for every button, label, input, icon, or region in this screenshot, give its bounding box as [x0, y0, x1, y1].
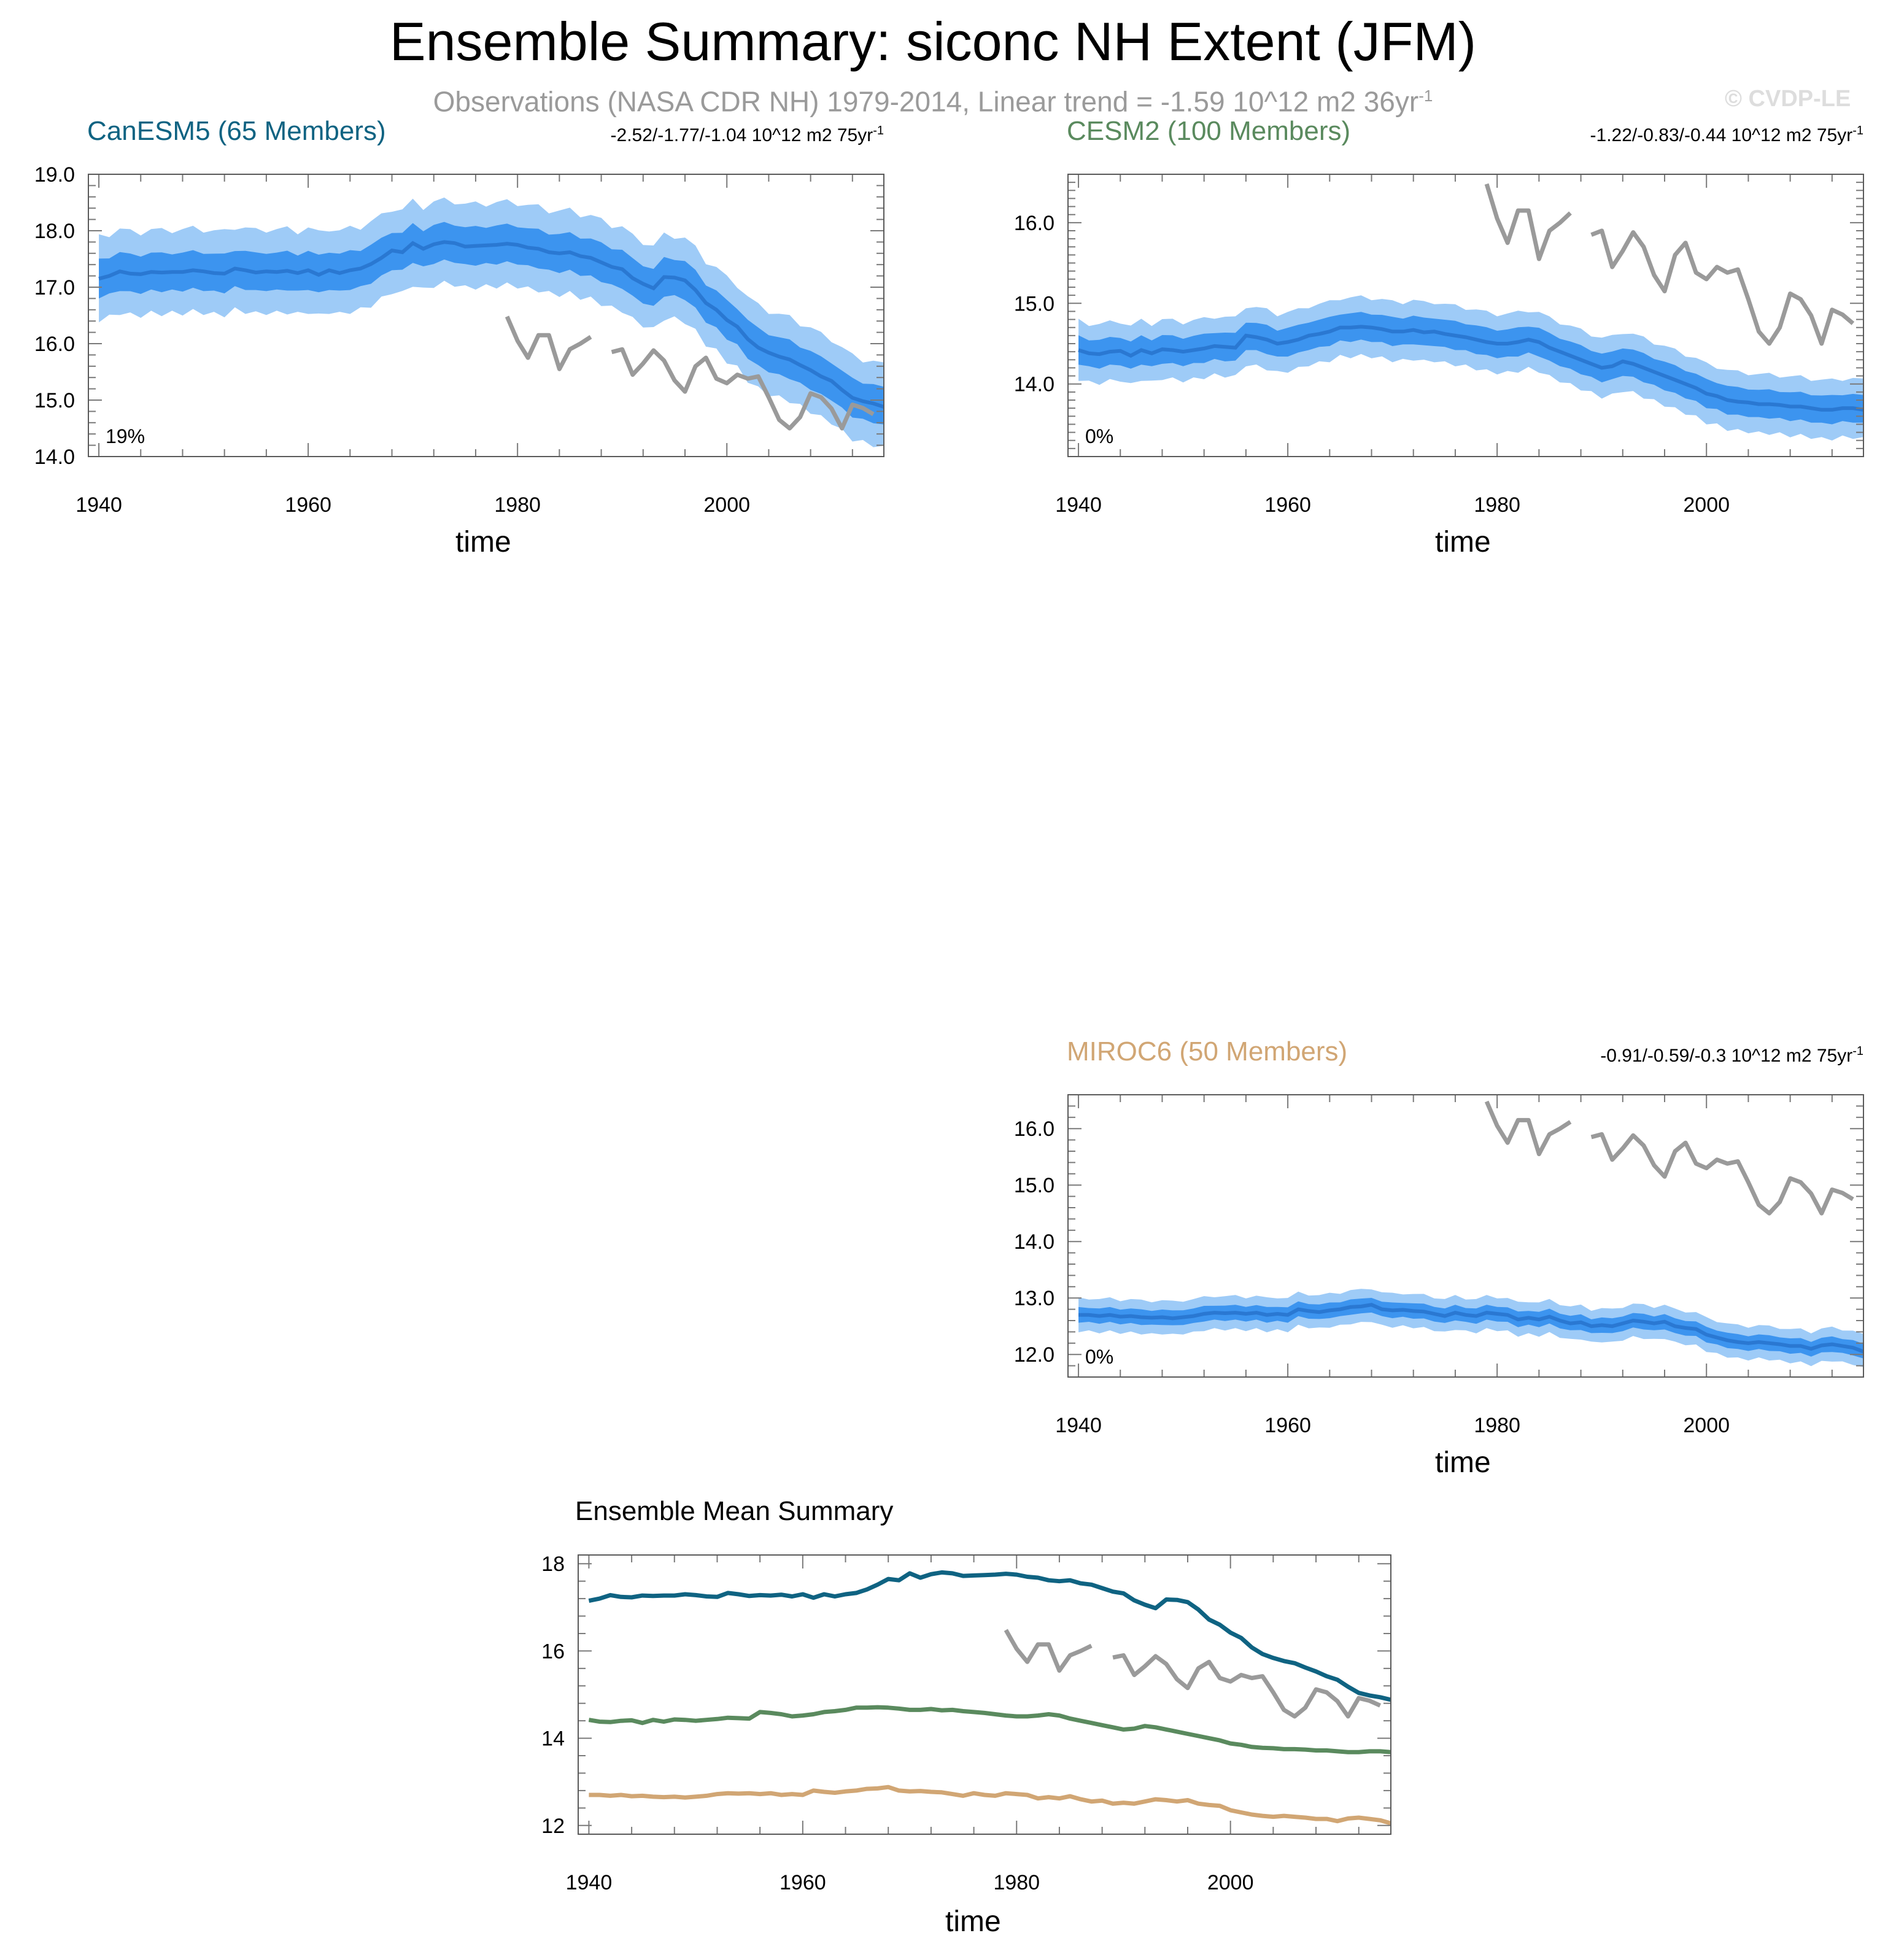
x-tick-label: 1960: [285, 493, 331, 517]
ensemble-spread-inner: [1078, 312, 1863, 425]
x-axis-title-canesm5: time: [455, 526, 511, 558]
trend-superscript: -1: [1852, 1044, 1863, 1058]
plot-canesm5: 1940 1960 1980 2000 14.0 15.0 16.0 17.0 18.0 19.0…: [34, 163, 884, 517]
panel-title-canesm5: CanESM5 (65 Members): [87, 116, 386, 146]
y-tick-label: 14.0: [1014, 373, 1054, 396]
x-tick-label: 1960: [1264, 1414, 1311, 1437]
subtitle-text: Observations (NASA CDR NH) 1979-2014, Li…: [433, 85, 1419, 118]
observations-line-segment-2: [611, 347, 875, 431]
observations-line-segment-1: [1004, 1629, 1093, 1673]
observations-line-segment-2: [1590, 1132, 1854, 1216]
trend-superscript: -1: [873, 124, 884, 137]
mean-line-miroc6: [589, 1784, 1391, 1826]
x-tick-label: 1940: [566, 1871, 613, 1894]
x-tick-label: 1940: [1055, 1414, 1102, 1437]
y-tick-label: 15.0: [34, 389, 75, 412]
y-tick-label: 14.0: [34, 446, 75, 469]
x-tick-label: 2000: [1683, 493, 1730, 517]
trend-text: -2.52/-1.77/-1.04 10^12 m2 75yr: [610, 125, 873, 145]
x-tick-label: 2000: [1683, 1414, 1730, 1437]
panel-title-cesm2: CESM2 (100 Members): [1067, 116, 1351, 146]
plot-miroc6: 1940 1960 1980 2000 12.0 13.0 14.0 15.0 16.0 0%: [1014, 1094, 1864, 1437]
copyright-label: © CVDP-LE: [1725, 86, 1851, 112]
y-tick-label: 12: [541, 1815, 565, 1838]
x-tick-label: 1940: [1055, 493, 1102, 517]
plot-frame: [88, 174, 884, 457]
y-tick-label: 19.0: [34, 163, 75, 187]
plot-frame: [1067, 174, 1864, 457]
plot-area: [98, 197, 884, 447]
mean-line-canesm5: [588, 1570, 1391, 1702]
observations-line-segment-2: [1112, 1653, 1382, 1719]
ensemble-mean-line: [98, 240, 884, 409]
plot-area: [588, 1570, 1391, 1826]
y-tick-label: 14: [541, 1727, 565, 1751]
x-tick-label: 1980: [494, 493, 541, 517]
plot-summary: 1940 1960 1980 2000 12 14 16 18: [541, 1553, 1391, 1894]
x-axis-title-cesm2: time: [1435, 526, 1491, 558]
x-tick-label: 1980: [993, 1871, 1040, 1894]
panel-trend-miroc6: -0.91/-0.59/-0.3 10^12 m2 75yr-1: [1516, 1039, 1863, 1068]
percent-label: 0%: [1085, 425, 1113, 447]
observations-line-segment-2: [1590, 228, 1855, 346]
x-tick-label: 1980: [1474, 493, 1520, 517]
summary-title: Ensemble Mean Summary: [575, 1496, 894, 1526]
ensemble-mean-line: [1078, 325, 1863, 412]
observations-line-segment-1: [1484, 183, 1572, 261]
panel-trend-cesm2: -1.22/-0.83/-0.44 10^12 m2 75yr-1: [1516, 118, 1863, 148]
observations-line-segment-1: [505, 315, 592, 371]
x-axis-title-miroc6: time: [1435, 1446, 1491, 1479]
ensemble-spread-outer: [1078, 295, 1863, 441]
x-tick-label: 1980: [1474, 1414, 1520, 1437]
plot-frame: [578, 1554, 1391, 1835]
x-tick-label: 1960: [780, 1871, 826, 1894]
plot-frame: [1067, 1094, 1864, 1378]
x-tick-label: 1940: [75, 493, 122, 517]
ensemble-spread-outer: [1078, 1289, 1863, 1367]
y-tick-label: 12.0: [1014, 1343, 1054, 1367]
y-tick-label: 15.0: [1014, 1174, 1054, 1197]
ensemble-mean-line: [1078, 1303, 1863, 1354]
y-tick-label: 17.0: [34, 276, 75, 299]
y-tick-label: 16.0: [1014, 1117, 1054, 1141]
y-tick-label: 16: [541, 1640, 565, 1663]
percent-label: 19%: [106, 425, 145, 447]
x-axis-title-summary: time: [945, 1905, 1001, 1938]
y-tick-label: 15.0: [1014, 292, 1054, 315]
observations-line-segment-1: [1484, 1100, 1572, 1157]
panel-trend-canesm5: -2.52/-1.77/-1.04 10^12 m2 75yr-1: [540, 118, 884, 148]
subtitle-superscript: -1: [1418, 87, 1433, 105]
y-tick-label: 18.0: [34, 220, 75, 243]
plot-area: [1078, 183, 1863, 441]
mean-line-cesm2: [588, 1705, 1391, 1754]
plot-cesm2: 1940 1960 1980 2000 14.0 15.0 16.0 0%: [1014, 174, 1864, 517]
x-tick-label: 2000: [703, 493, 750, 517]
y-tick-label: 13.0: [1014, 1287, 1054, 1310]
panel-title-miroc6: MIROC6 (50 Members): [1067, 1036, 1348, 1067]
subtitle: Observations (NASA CDR NH) 1979-2014, Li…: [0, 79, 1866, 118]
main-title: Ensemble Summary: siconc NH Extent (JFM): [389, 11, 1477, 72]
x-tick-label: 1960: [1264, 493, 1311, 517]
percent-label: 0%: [1085, 1346, 1113, 1368]
y-tick-label: 16.0: [1014, 212, 1054, 235]
trend-text: -1.22/-0.83/-0.44 10^12 m2 75yr: [1590, 125, 1853, 145]
trend-text: -0.91/-0.59/-0.3 10^12 m2 75yr: [1600, 1046, 1853, 1066]
trend-superscript: -1: [1852, 124, 1863, 137]
y-tick-label: 14.0: [1014, 1230, 1054, 1254]
y-tick-label: 16.0: [34, 333, 75, 356]
plot-area: [1078, 1100, 1863, 1367]
x-tick-label: 2000: [1207, 1871, 1254, 1894]
y-tick-label: 18: [541, 1553, 565, 1576]
